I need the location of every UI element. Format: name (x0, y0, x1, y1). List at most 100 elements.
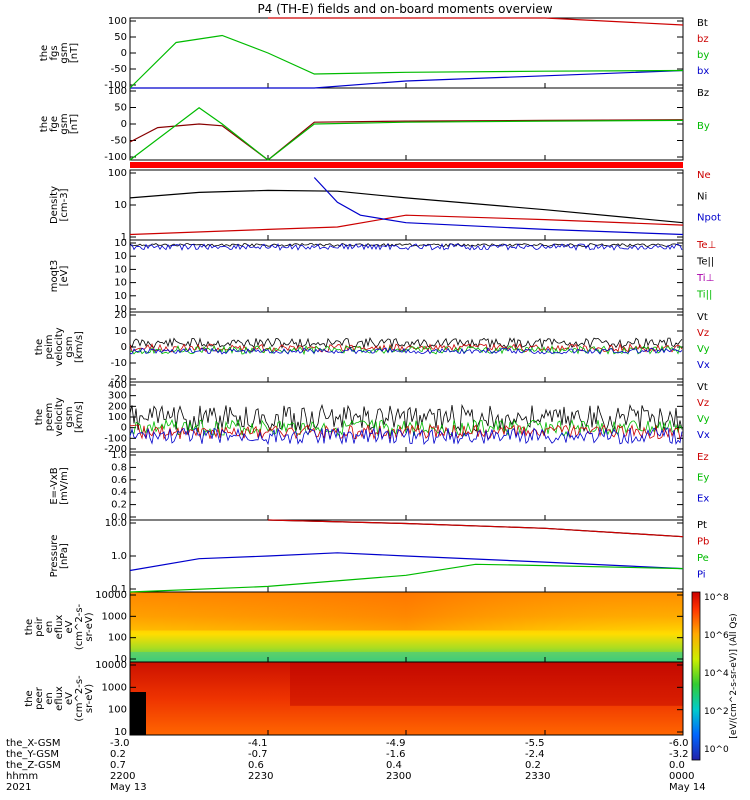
legend-entry: by (697, 50, 709, 61)
y-axis-label: [nPa] (59, 543, 70, 569)
footer-value: -2.4 (525, 749, 545, 760)
y-axis-label: the (39, 45, 50, 61)
legend-entry: Vt (697, 382, 708, 393)
y-tick-label: 10 (114, 200, 127, 211)
y-tick-label: 50 (114, 32, 127, 43)
legend-entry: Pt (697, 520, 707, 531)
legend-entry: Vz (697, 398, 709, 409)
y-tick-label: 10 (114, 654, 127, 665)
legend-entry: Ti|| (696, 290, 712, 301)
panel-fgs: 100 50 0 -50 -100 the fgs gsm [nT] Bt bz by bx (39, 16, 709, 91)
footer-row-label: the_X-GSM (6, 738, 60, 749)
y-tick-label: 20 (114, 310, 127, 321)
y-tick-label: 10 (114, 278, 127, 289)
footer-row-label: hhmm (6, 771, 38, 782)
y-tick-label: -50 (111, 64, 127, 75)
peem-vx-trace (129, 426, 683, 446)
y-tick-label: 100 (108, 412, 127, 423)
legend-entry: Bz (697, 88, 709, 99)
y-tick-label: 1.0 (111, 450, 127, 461)
peer-data-gap (130, 692, 146, 735)
y-axis-label: fgs (49, 45, 60, 60)
panel-frame (129, 451, 684, 521)
y-axis-label: the (34, 339, 45, 355)
footer-row-label: 2021 (6, 782, 31, 793)
y-axis-label: velocity (54, 327, 65, 366)
footer-value: 0.4 (386, 760, 402, 771)
y-axis-label: en (44, 621, 55, 634)
legend-entry: By (697, 121, 710, 132)
legend-entry: Ne (697, 170, 711, 181)
footer-row-label: the_Z-GSM (6, 760, 61, 771)
y-tick-label: 1000 (102, 682, 127, 693)
y-axis-label: Density (49, 186, 60, 224)
y-tick-label: -50 (111, 136, 127, 147)
footer-value: 2230 (248, 771, 273, 782)
y-tick-label: 10 (114, 304, 127, 315)
y-tick-label: 0.8 (111, 462, 127, 473)
legend-entry: Vx (697, 430, 710, 441)
peer-core-band (290, 662, 683, 706)
y-tick-label: 1.0 (111, 551, 127, 562)
y-axis-label: fge (49, 116, 60, 132)
y-tick-label: 100 (108, 86, 127, 97)
colorbar-label: [eV/(cm^2-s-sr-eV)] (All Qs) (729, 613, 739, 738)
y-tick-label: 0.4 (111, 487, 127, 498)
y-tick-label: 10.0 (105, 518, 127, 529)
y-tick-label: -200 (104, 444, 127, 455)
legend-entry: bx (697, 66, 709, 77)
series-fgs-bx (130, 69, 684, 89)
y-axis-label: eflux (54, 615, 65, 640)
series-fgs-by (129, 34, 684, 89)
y-axis-label: gsm (59, 42, 70, 63)
panel-frame (129, 239, 684, 313)
legend-entry: Ni (697, 191, 707, 202)
y-tick-label: 10000 (95, 590, 127, 601)
legend-entry: Npot (697, 213, 721, 224)
footer-value: 0000 (669, 771, 694, 782)
temp-tipar-trace (129, 242, 683, 251)
y-tick-label: 10 (114, 264, 127, 275)
y-tick-label: -100 (104, 433, 127, 444)
footer-row-label: the_Y-GSM (6, 749, 59, 760)
footer-value: -0.7 (248, 749, 268, 760)
y-axis-label: peim (44, 334, 55, 359)
y-tick-label: 0 (121, 119, 127, 130)
y-axis-label: [km/s] (74, 331, 85, 363)
series-pressure-Pe (129, 563, 684, 593)
y-tick-label: 1000 (102, 611, 127, 622)
y-tick-label: 400 (108, 380, 127, 391)
series-pressure-Pi (129, 552, 684, 572)
y-tick-label: 10 (114, 251, 127, 262)
y-axis-label: (cm^2-s- (74, 675, 85, 722)
panel-frame (129, 311, 684, 383)
y-axis-label: sr-eV) (84, 684, 95, 713)
footer-value: -1.6 (386, 749, 406, 760)
footer-value: -4.1 (248, 738, 268, 749)
y-axis-label: eV (64, 692, 75, 705)
y-tick-label: 0 (121, 423, 127, 434)
y-axis-label: peem (44, 403, 55, 431)
y-tick-label: 1 (121, 232, 127, 243)
peir-spectrogram-overlay (130, 592, 683, 631)
footer-value: 0.2 (525, 760, 541, 771)
panel-frame (129, 169, 684, 241)
y-tick-label: 100 (108, 633, 127, 644)
legend-entry: Vx (697, 360, 710, 371)
series-fgs-bz (268, 17, 684, 26)
footer-value: 2200 (110, 771, 135, 782)
colorbar-tick-label: 10^6 (704, 631, 729, 641)
y-axis-label: (cm^2-s- (74, 603, 85, 650)
panel-frame (129, 17, 684, 89)
y-tick-label: 100 (108, 705, 127, 716)
y-axis-label: sr-eV) (84, 612, 95, 641)
panel-pressure: 10.0 1.0 0.1 Pressure [nPa] Pt Pb Pe Pi (49, 518, 709, 595)
legend-entry: Te⊥ (696, 240, 716, 251)
footer-value: 2330 (525, 771, 550, 782)
y-tick-label: 10000 (95, 660, 127, 671)
y-axis-label: [km/s] (74, 401, 85, 433)
y-tick-label: 10 (114, 291, 127, 302)
y-tick-label: -20 (111, 374, 127, 385)
